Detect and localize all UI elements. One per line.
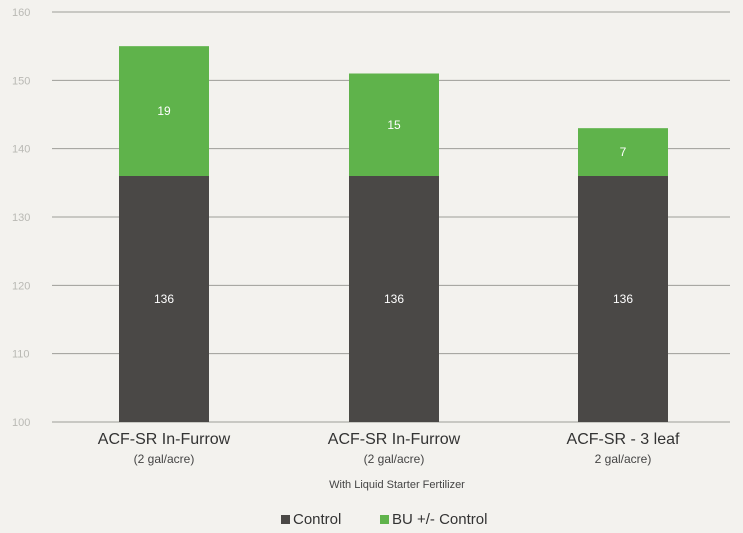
bar-segment-bu-control [349, 73, 439, 176]
x-category-sublabel: (2 gal/acre) [134, 452, 195, 466]
bar-segment-control [349, 176, 439, 422]
x-category-label: ACF-SR - 3 leaf [567, 431, 680, 448]
bar-segment-control [578, 176, 668, 422]
bar-segment-bu-control [578, 128, 668, 176]
y-tick-label: 140 [12, 144, 30, 156]
y-tick-label: 160 [12, 7, 30, 19]
bar-segment-control [119, 176, 209, 422]
x-axis-note: With Liquid Starter Fertilizer [329, 479, 465, 491]
y-tick-label: 130 [12, 212, 30, 224]
data-label: 136 [613, 292, 633, 306]
y-tick-label: 150 [12, 75, 30, 87]
legend-label-bu-control: BU +/- Control [392, 511, 487, 528]
data-label: 7 [620, 145, 627, 159]
data-label: 136 [384, 292, 404, 306]
y-tick-label: 110 [12, 349, 30, 361]
y-tick-label: 100 [12, 417, 30, 429]
data-label: 136 [154, 292, 174, 306]
y-tick-label: 120 [12, 280, 30, 292]
x-category-label: ACF-SR In-Furrow [328, 431, 461, 448]
x-category-sublabel: 2 gal/acre) [595, 452, 652, 466]
legend-swatch-control [281, 515, 290, 524]
y-axis: 100 110 120 130 140 150 160 [12, 7, 30, 429]
bars: 136 19 136 15 136 7 [119, 46, 668, 422]
legend: Control BU +/- Control [281, 511, 487, 528]
bar-segment-bu-control [119, 46, 209, 176]
x-category-sublabel: (2 gal/acre) [364, 452, 425, 466]
legend-swatch-bu-control [380, 515, 389, 524]
x-category-label: ACF-SR In-Furrow [98, 431, 231, 448]
x-axis: With Liquid Starter Fertilizer ACF-SR In… [98, 431, 680, 491]
legend-label-control: Control [293, 511, 341, 528]
data-label: 19 [157, 104, 171, 118]
data-label: 15 [387, 118, 401, 132]
